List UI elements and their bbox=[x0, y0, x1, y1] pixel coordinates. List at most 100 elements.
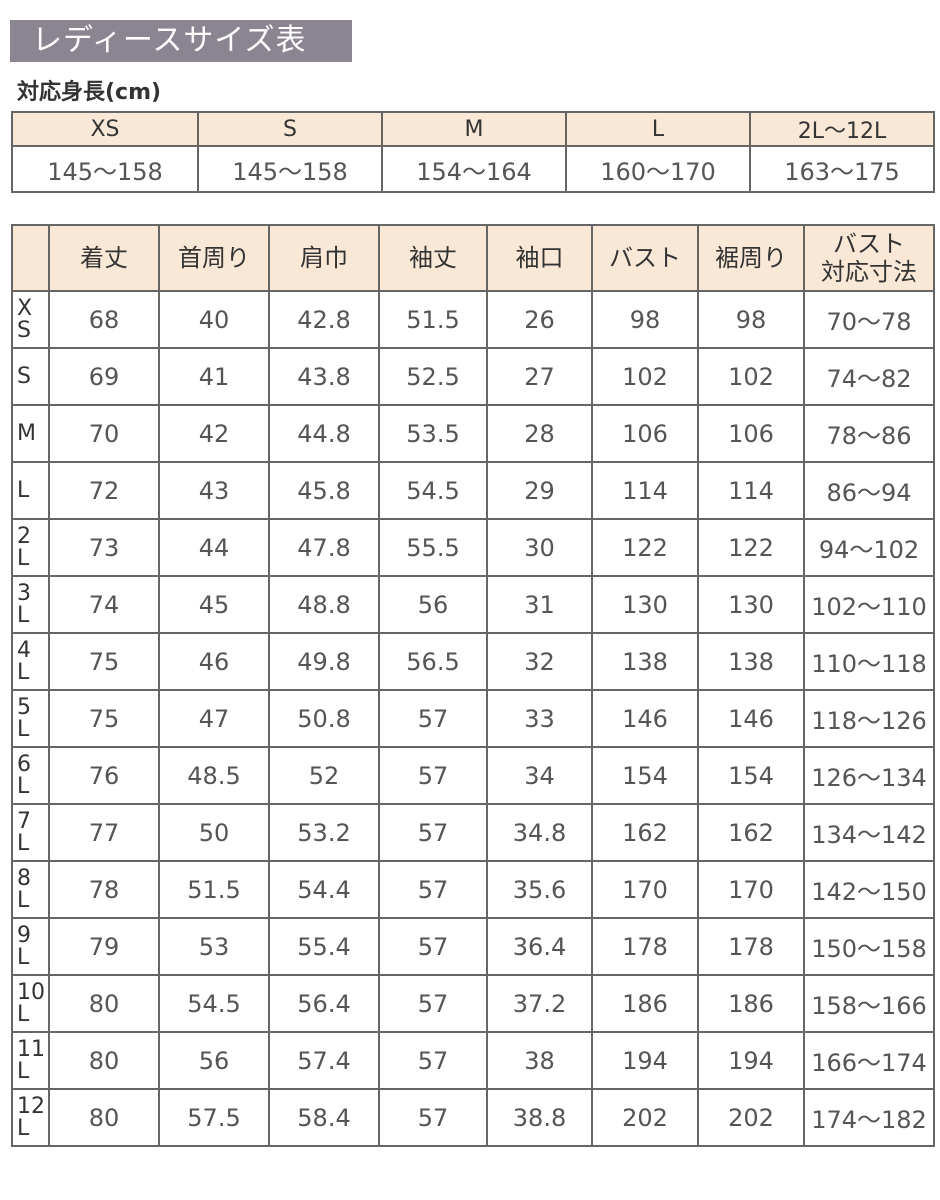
table-cell: 130 bbox=[697, 575, 805, 634]
column-header: 袖丈 bbox=[378, 224, 488, 292]
table-cell: 114 bbox=[591, 461, 699, 520]
table-cell: 76 bbox=[48, 746, 160, 805]
row-size-label-line: 7 bbox=[17, 808, 31, 834]
row-size-label-line: L bbox=[17, 1115, 30, 1141]
size-table: 着丈 首周り 肩巾 袖丈 袖口 バスト 裾周り バスト 対応寸法 X S 68 40 42.8 51.5 2… bbox=[11, 224, 935, 1147]
table-cell: 49.8 bbox=[268, 632, 380, 691]
table-cell: 102 bbox=[697, 347, 805, 406]
table-cell: 134〜142 bbox=[803, 803, 935, 862]
table-cell: 50.8 bbox=[268, 689, 380, 748]
row-size-label-line: L bbox=[17, 545, 30, 571]
table-row: 11 L 80 56 57.4 57 38 194 194 166〜174 bbox=[11, 1031, 935, 1090]
table-cell: 75 bbox=[48, 689, 160, 748]
table-cell: 69 bbox=[48, 347, 160, 406]
table-cell: 46 bbox=[158, 632, 270, 691]
table-cell: 57 bbox=[378, 1088, 488, 1147]
table-cell: 57 bbox=[378, 803, 488, 862]
table-cell: 37.2 bbox=[486, 974, 593, 1033]
table-cell: 38 bbox=[486, 1031, 593, 1090]
row-size-label-line: 6 bbox=[17, 751, 31, 777]
table-cell: 106 bbox=[591, 404, 699, 463]
table-row: X S 68 40 42.8 51.5 26 98 98 70〜78 bbox=[11, 290, 935, 349]
column-header: 着丈 bbox=[48, 224, 160, 292]
table-cell: 154 bbox=[697, 746, 805, 805]
table-cell: 174〜182 bbox=[803, 1088, 935, 1147]
row-size-label-line: M bbox=[17, 420, 36, 446]
row-size-label-line: 10 bbox=[17, 979, 45, 1005]
table-cell: 56.5 bbox=[378, 632, 488, 691]
table-cell: 130 bbox=[591, 575, 699, 634]
row-size-label-line: 3 bbox=[17, 580, 31, 606]
row-size-label-line: 4 bbox=[17, 637, 31, 663]
table-cell: 158〜166 bbox=[803, 974, 935, 1033]
table-row: 6 L 76 48.5 52 57 34 154 154 126〜134 bbox=[11, 746, 935, 805]
column-header: 袖口 bbox=[486, 224, 593, 292]
height-range-cell: 145〜158 bbox=[11, 145, 199, 193]
table-cell: 34.8 bbox=[486, 803, 593, 862]
table-cell: 34 bbox=[486, 746, 593, 805]
table-cell: 86〜94 bbox=[803, 461, 935, 520]
table-cell: 44.8 bbox=[268, 404, 380, 463]
table-cell: 150〜158 bbox=[803, 917, 935, 976]
table-cell: 56 bbox=[158, 1031, 270, 1090]
table-row: 4 L 75 46 49.8 56.5 32 138 138 110〜118 bbox=[11, 632, 935, 691]
table-cell: 57.5 bbox=[158, 1088, 270, 1147]
table-row: S 69 41 43.8 52.5 27 102 102 74〜82 bbox=[11, 347, 935, 406]
row-size-label-line: L bbox=[17, 1001, 30, 1027]
table-cell: 57 bbox=[378, 860, 488, 919]
table-cell: 33 bbox=[486, 689, 593, 748]
table-cell: 114 bbox=[697, 461, 805, 520]
table-row: M 70 42 44.8 53.5 28 106 106 78〜86 bbox=[11, 404, 935, 463]
table-cell: 36.4 bbox=[486, 917, 593, 976]
table-cell: 78 bbox=[48, 860, 160, 919]
table-cell: 35.6 bbox=[486, 860, 593, 919]
table-cell: 56.4 bbox=[268, 974, 380, 1033]
row-size-label: 11 L bbox=[11, 1031, 50, 1090]
table-cell: 98 bbox=[591, 290, 699, 349]
table-cell: 170 bbox=[591, 860, 699, 919]
table-cell: 102〜110 bbox=[803, 575, 935, 634]
column-header-line: バスト bbox=[833, 230, 905, 258]
table-cell: 162 bbox=[697, 803, 805, 862]
table-cell: 52 bbox=[268, 746, 380, 805]
table-cell: 70〜78 bbox=[803, 290, 935, 349]
height-range-cell: 145〜158 bbox=[197, 145, 383, 193]
table-cell: 80 bbox=[48, 1088, 160, 1147]
table-row: 5 L 75 47 50.8 57 33 146 146 118〜126 bbox=[11, 689, 935, 748]
table-row: 8 L 78 51.5 54.4 57 35.6 170 170 142〜150 bbox=[11, 860, 935, 919]
column-header: バスト 対応寸法 bbox=[803, 224, 935, 292]
table-cell: 55.4 bbox=[268, 917, 380, 976]
table-cell: 54.4 bbox=[268, 860, 380, 919]
table-row: 2 L 73 44 47.8 55.5 30 122 122 94〜102 bbox=[11, 518, 935, 577]
table-cell: 122 bbox=[591, 518, 699, 577]
page-title: レディースサイズ表 bbox=[10, 20, 352, 62]
table-cell: 186 bbox=[591, 974, 699, 1033]
table-cell: 194 bbox=[697, 1031, 805, 1090]
table-cell: 74 bbox=[48, 575, 160, 634]
table-cell: 75 bbox=[48, 632, 160, 691]
size-table-header: 着丈 首周り 肩巾 袖丈 袖口 バスト 裾周り バスト 対応寸法 bbox=[11, 224, 935, 292]
table-cell: 54.5 bbox=[158, 974, 270, 1033]
table-cell: 68 bbox=[48, 290, 160, 349]
table-cell: 44 bbox=[158, 518, 270, 577]
table-cell: 162 bbox=[591, 803, 699, 862]
column-header: 肩巾 bbox=[268, 224, 380, 292]
table-cell: 186 bbox=[697, 974, 805, 1033]
table-cell: 80 bbox=[48, 1031, 160, 1090]
table-cell: 154 bbox=[591, 746, 699, 805]
row-size-label-line: L bbox=[17, 773, 30, 799]
table-cell: 80 bbox=[48, 974, 160, 1033]
table-cell: 42 bbox=[158, 404, 270, 463]
table-cell: 146 bbox=[697, 689, 805, 748]
row-size-label-line: 5 bbox=[17, 694, 31, 720]
height-table: XS S M L 2L〜12L 145〜158 145〜158 154〜164 160〜170… bbox=[11, 111, 935, 193]
height-size-header: S bbox=[197, 111, 383, 147]
row-size-label-line: S bbox=[17, 363, 31, 389]
table-cell: 32 bbox=[486, 632, 593, 691]
row-size-label-line: L bbox=[17, 716, 30, 742]
